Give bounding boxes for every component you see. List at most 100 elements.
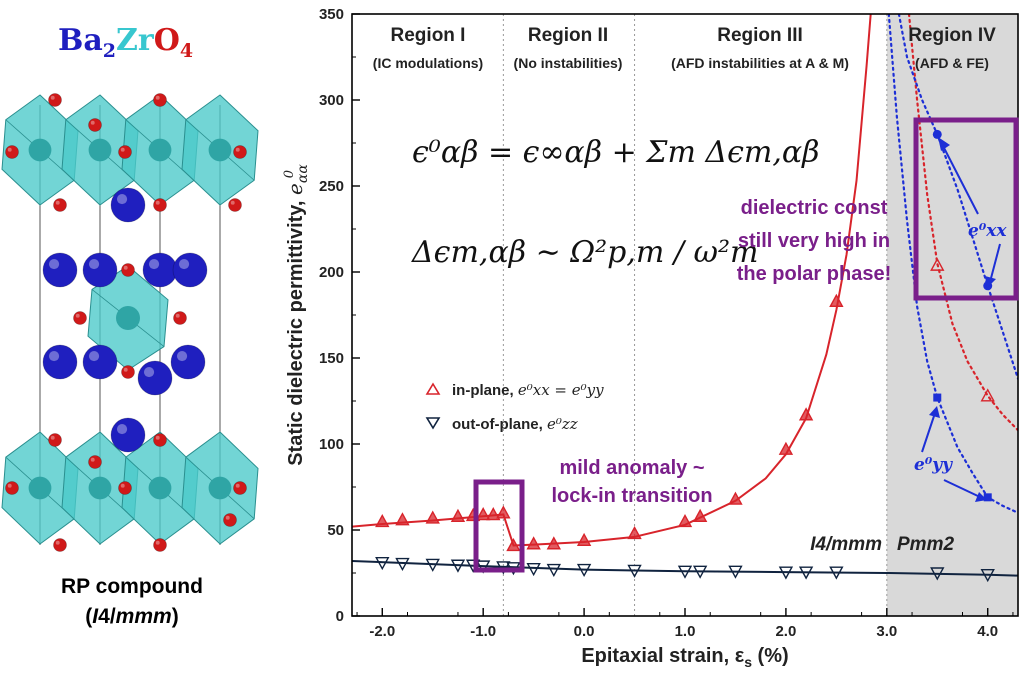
oxygen-atom-highlight [235,483,240,488]
zirconium-atom [208,476,232,500]
exx-point [932,129,942,139]
oxygen-atom [153,433,167,447]
in-plane-point [576,532,592,547]
oxygen-atom [121,365,135,379]
in-plane-point [395,512,410,526]
barium-atom [110,187,146,223]
compound-caption-line2: (I4/mmm) [85,605,178,628]
crystal-structure-panel: Ba2ZrO4 RP compound (I4/mmm) [0,0,290,673]
zirconium-atom [28,476,52,500]
barium-atom-highlight [178,258,190,270]
eyy-point [933,393,942,402]
oxygen-atom-highlight [225,515,230,520]
oxygen-atom [88,455,102,469]
oxygen-atom [153,538,167,552]
region-1-title: Region I [391,25,466,46]
compound-caption-line1: RP compound [61,575,203,598]
oxygen-atom-highlight [155,435,160,440]
oxygen-atom [223,513,237,527]
barium-atom-highlight [143,366,155,378]
barium-atom-highlight [88,350,100,362]
barium-atom-highlight [116,423,128,435]
region-3-desc: (AFD instabilities at A & M) [671,55,849,71]
oxygen-atom [5,481,19,495]
oxygen-atom [48,93,62,107]
region-3-title: Region III [717,25,803,46]
exx-arrow-1 [941,143,979,215]
out-of-plane-point [526,563,541,577]
region-headers: Region I (IC modulations) Region II (No … [373,25,996,71]
y-axis-label: Static dielectric permittivity, eαα0 [282,164,311,466]
barium-atom [170,344,206,380]
out-of-plane-point [930,567,945,581]
out-of-plane-point [450,559,466,573]
y-tick-label: 300 [319,92,344,109]
x-axis-label: Epitaxial strain, εs (%) [581,645,788,670]
oxygen-atom-highlight [7,483,12,488]
eyy-arrow-1 [921,412,936,453]
in-plane-point [980,388,995,402]
x-tick-label: -2.0 [369,623,395,640]
oxygen-atom-highlight [155,95,160,100]
barium-atom-highlight [48,258,60,270]
formula-line1: ϵ⁰αβ = ϵ∞αβ + Σm Δϵm,αβ [412,135,820,170]
out-of-plane-point [395,557,410,572]
oxygen-atom-highlight [120,147,125,152]
out-of-plane-point [728,565,743,579]
oxygen-atom [53,538,67,552]
region-2-desc: (No instabilities) [514,55,623,71]
y-tick-label: 50 [327,522,344,539]
crystal-structure-figure: Ba2ZrO4 RP compound (I4/mmm) [1,23,259,628]
mild-annotation-line2: lock-in transition [551,485,712,507]
out-of-plane-point [829,566,844,580]
oxygen-atom [233,145,247,159]
out-of-plane-point [692,565,708,579]
in-plane-point [375,513,390,528]
region-boundaries [502,14,888,616]
x-tick-label: 1.0 [675,623,696,640]
oxygen-atom [88,118,102,132]
oxygen-atom-highlight [55,200,60,205]
oxygen-atom [153,93,167,107]
zirconium-atom [116,306,140,330]
in-plane-point [486,507,501,521]
out-of-plane-point [496,561,511,575]
zirconium-atom [88,476,112,500]
eyy-dotted-line [887,14,1018,514]
in-plane-point [627,525,642,540]
out-of-plane-point [798,566,814,580]
oxygen-atom-highlight [235,147,240,152]
label-arrows [921,137,1001,502]
oxygen-atom [121,263,135,277]
oxygen-atom [228,198,242,212]
in-plane-dotted-line [907,14,1018,432]
barium-atom [42,344,78,380]
oxygen-atom-highlight [123,265,128,270]
eyy-arrowhead-1 [929,406,940,418]
oxygen-atom-highlight [50,435,55,440]
in-plane-point [677,513,693,528]
out-of-plane-point [778,566,794,580]
zirconium-atom [88,138,112,162]
in-plane-point [506,538,521,552]
oxygen-atom-highlight [50,95,55,100]
exx-arrowhead-1 [938,137,950,151]
y-tick-label: 250 [319,178,344,195]
polar-annotation-line3: the polar phase! [737,263,891,285]
eyy-point [983,493,992,502]
oxygen-atom [233,481,247,495]
out-of-plane-point [677,565,693,579]
in-plane-point [526,536,541,550]
eyy-arrow-2 [943,479,981,498]
data-markers [375,129,995,583]
oxygen-atom [5,145,19,159]
x-tick-label: 2.0 [775,623,796,640]
oxygen-atom-highlight [90,120,95,125]
oxygen-atom-highlight [230,200,235,205]
oxygen-atom [48,433,62,447]
oxygen-atom [53,198,67,212]
oxygen-atom [173,311,187,325]
barium-atom [82,252,118,288]
polar-annotation-line1: dielectric const [741,197,888,219]
in-plane-point [692,508,708,522]
